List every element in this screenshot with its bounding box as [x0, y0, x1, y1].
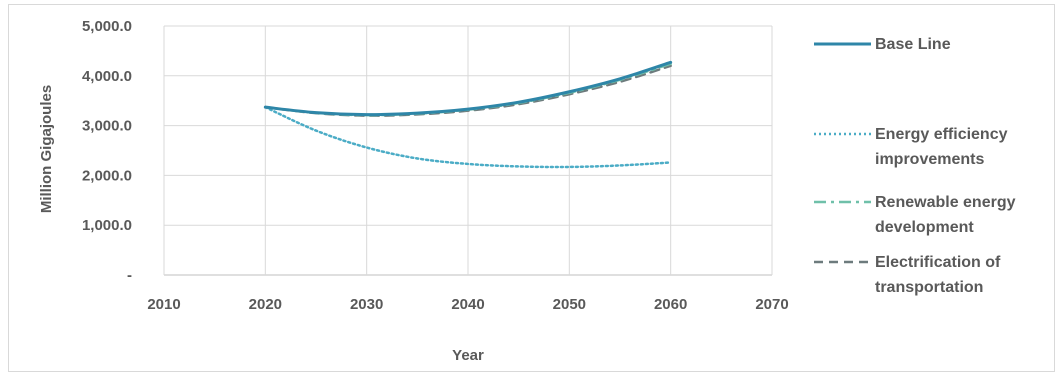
line-chart: 2010 2020 2030 2040 2050 2060 2070 - 1,000.0 2,0… [38, 18, 1016, 364]
x-tick-label: 2040 [451, 296, 484, 313]
grid [163, 25, 773, 276]
y-tick-label: 3,000.0 [82, 118, 132, 135]
y-axis-title: Million Gigajoules [38, 85, 55, 213]
series-line-0 [263, 60, 673, 117]
x-tick-label: 2010 [147, 296, 180, 313]
chart-frame: 2010 2020 2030 2040 2050 2060 2070 - 1,000.0 2,0… [8, 4, 1055, 372]
x-tick-label: 2060 [654, 296, 687, 313]
legend-label: development [875, 219, 974, 236]
x-tick-label: 2020 [249, 296, 282, 313]
legend-label: Energy efficiency [875, 126, 1008, 143]
y-axis-ticks: - 1,000.0 2,000.0 3,000.0 4,000.0 5,000.0 [82, 18, 132, 284]
x-axis-ticks: 2010 2020 2030 2040 2050 2060 2070 [147, 296, 788, 313]
x-tick-label: 2050 [553, 296, 586, 313]
legend-label: Electrification of [875, 254, 1001, 271]
x-tick-label: 2070 [755, 296, 788, 313]
x-axis-title: Year [452, 347, 484, 364]
legend: Base Line Energy efficiency improvements Re… [814, 36, 1016, 296]
y-tick-label: 5,000.0 [82, 18, 132, 35]
y-tick-label: 4,000.0 [82, 68, 132, 85]
legend-label: Renewable energy [875, 194, 1016, 211]
y-tick-label: 1,000.0 [82, 217, 132, 234]
y-tick-label: 2,000.0 [82, 167, 132, 184]
series-line-1 [264, 105, 672, 169]
legend-label: transportation [875, 279, 983, 296]
x-tick-label: 2030 [350, 296, 383, 313]
y-tick-label: - [127, 267, 132, 284]
series-lines [263, 60, 673, 169]
legend-label: improvements [875, 151, 984, 168]
legend-label: Base Line [875, 36, 951, 53]
